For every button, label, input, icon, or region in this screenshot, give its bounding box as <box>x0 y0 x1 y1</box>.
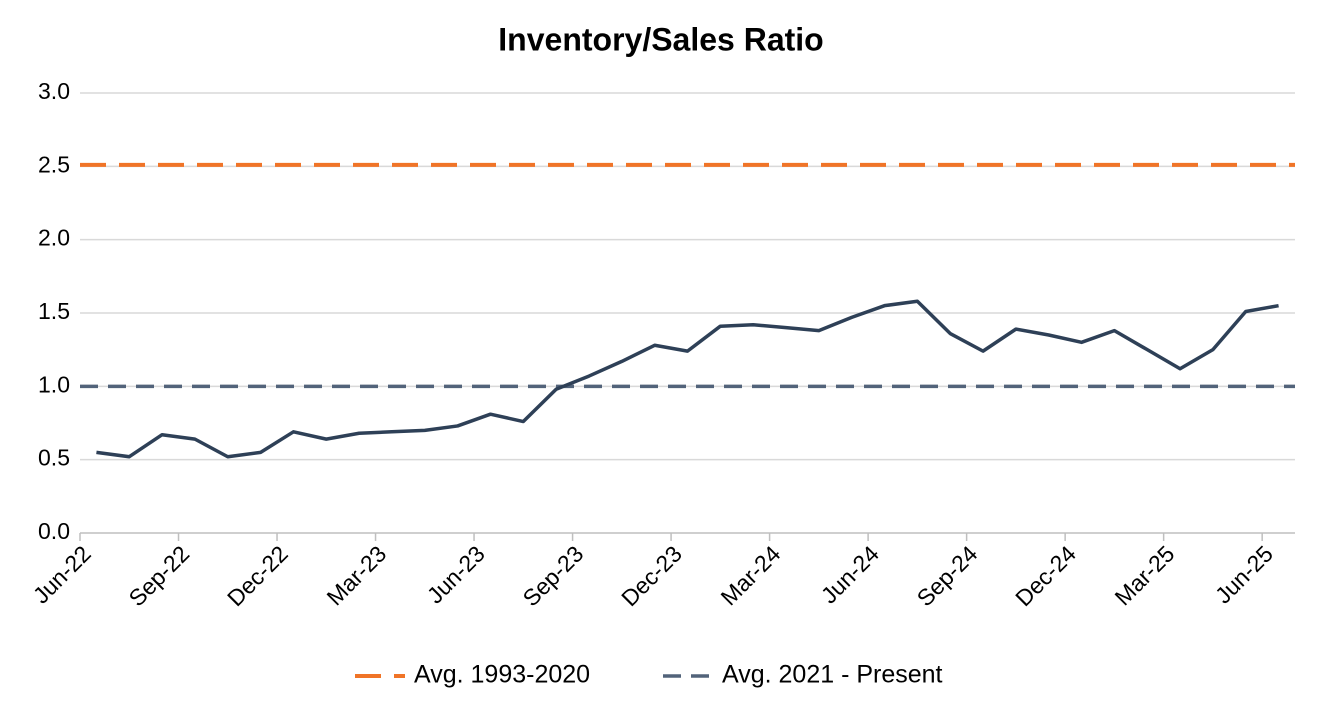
chart-title: Inventory/Sales Ratio <box>498 21 823 57</box>
x-tick-label: Dec-22 <box>222 540 293 611</box>
x-tick-label: Mar-24 <box>716 540 786 610</box>
x-tick-label: Dec-23 <box>616 540 687 611</box>
y-tick-label: 1.0 <box>38 371 70 397</box>
x-tick-label: Jun-23 <box>422 540 490 608</box>
y-tick-label: 2.0 <box>38 225 70 251</box>
y-tick-label: 0.5 <box>38 445 70 471</box>
x-tick-label: Dec-24 <box>1010 540 1081 611</box>
x-tick-label: Mar-25 <box>1110 540 1180 610</box>
x-tick-label: Jun-24 <box>816 540 884 608</box>
x-tick-label: Jun-22 <box>28 540 96 608</box>
y-tick-label: 1.5 <box>38 298 70 324</box>
y-tick-label: 0.0 <box>38 518 70 544</box>
x-tick-label: Mar-23 <box>321 540 391 610</box>
x-tick-label: Sep-22 <box>124 540 195 611</box>
x-tick-label: Sep-24 <box>912 540 983 611</box>
y-tick-label: 2.5 <box>38 151 70 177</box>
legend-label: Avg. 1993-2020 <box>414 661 590 689</box>
data-line <box>96 299 1279 459</box>
x-tick-label: Jun-25 <box>1210 540 1278 608</box>
x-tick-label: Sep-23 <box>518 540 589 611</box>
y-tick-label: 3.0 <box>38 78 70 104</box>
legend-label: Avg. 2021 - Present <box>722 661 943 689</box>
